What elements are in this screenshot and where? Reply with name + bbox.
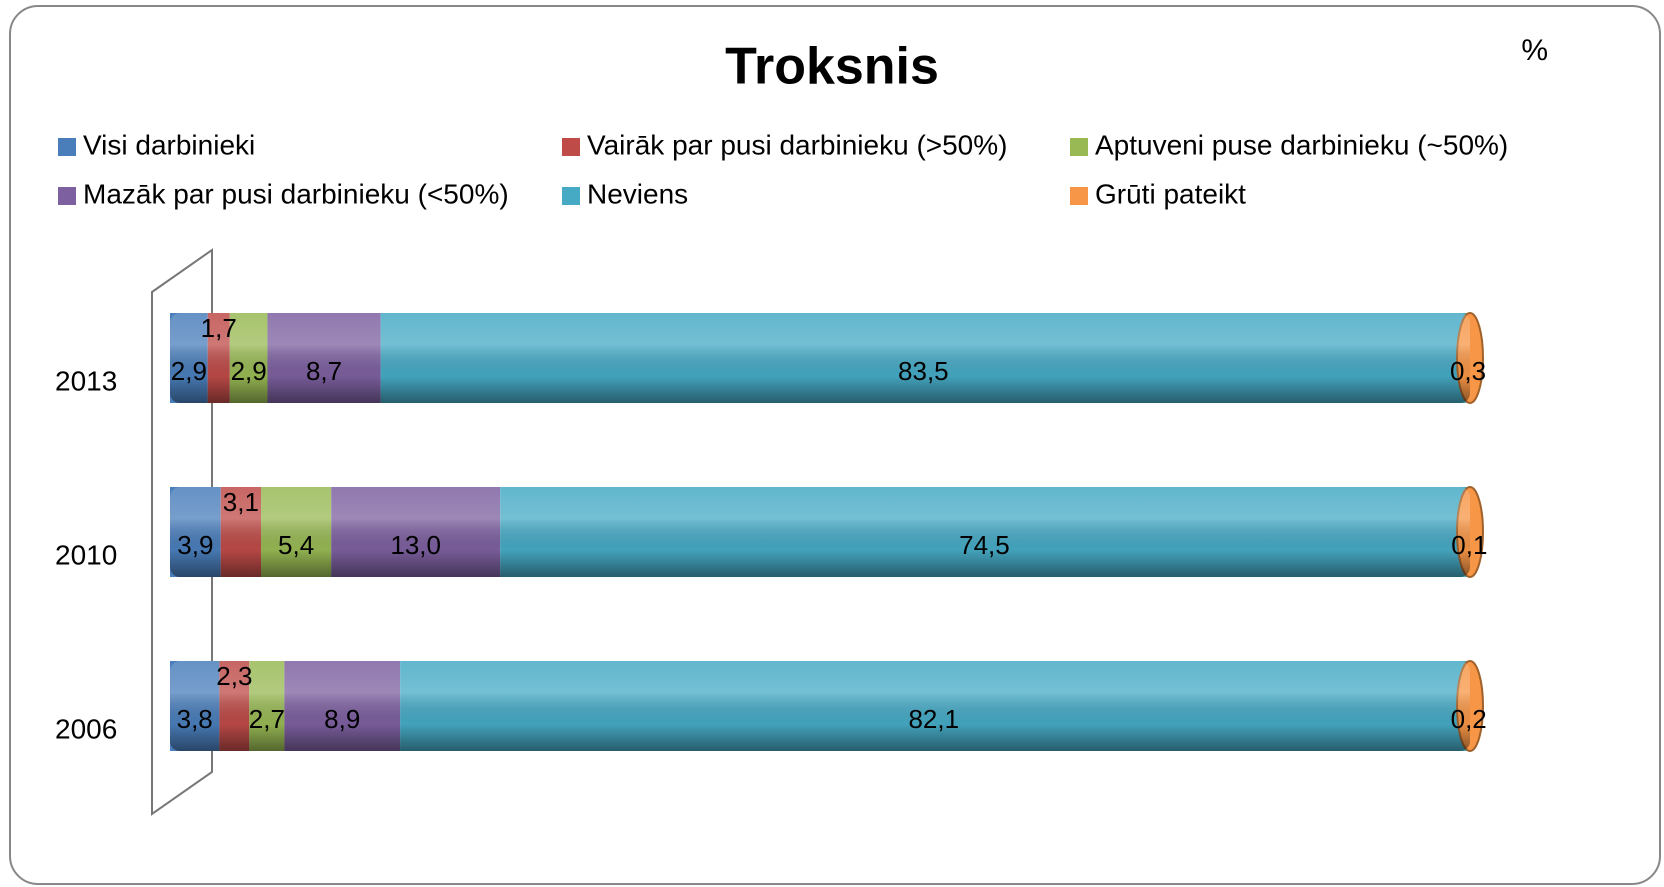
y-tick-label: 2006 [55,713,117,744]
chart-title: Troksnis [725,38,939,96]
legend-label: Visi darbinieki [83,129,255,160]
data-label: 2,7 [249,704,285,734]
chart-wall [151,248,213,816]
legend-label: Mazāk par pusi darbinieku (<50%) [83,178,509,209]
data-label: 2,9 [231,356,267,386]
data-label: 83,5 [898,356,949,386]
bar-shading [170,487,1470,577]
bar-shading [170,313,1470,403]
bar-shading [170,661,1470,751]
legend-label: Grūti pateikt [1095,178,1246,209]
unit-label: % [1521,34,1548,67]
legend-swatch [58,138,76,156]
legend-swatch [58,187,76,205]
data-label: 13,0 [390,530,441,560]
legend-swatch [1070,187,1088,205]
data-label: 74,5 [959,530,1010,560]
data-label: 0,2 [1451,704,1487,734]
data-label: 8,7 [306,356,342,386]
data-label: 8,9 [324,704,360,734]
data-label: 5,4 [278,530,314,560]
data-label: 3,8 [177,704,213,734]
legend-label: Neviens [587,178,688,209]
y-tick-label: 2013 [55,365,117,396]
legend-swatch [562,138,580,156]
data-label: 1,7 [201,313,237,343]
legend-swatch [562,187,580,205]
y-tick-label: 2010 [55,539,117,570]
data-label: 3,9 [177,530,213,560]
data-label: 82,1 [908,704,959,734]
legend-swatch [1070,138,1088,156]
data-label: 2,3 [216,661,252,691]
legend-label: Aptuveni puse darbinieku (~50%) [1095,129,1508,160]
data-label: 3,1 [223,487,259,517]
data-label: 0,1 [1451,530,1487,560]
data-label: 0,3 [1450,356,1486,386]
legend-label: Vairāk par pusi darbinieku (>50%) [587,129,1007,160]
data-label: 2,9 [171,356,207,386]
